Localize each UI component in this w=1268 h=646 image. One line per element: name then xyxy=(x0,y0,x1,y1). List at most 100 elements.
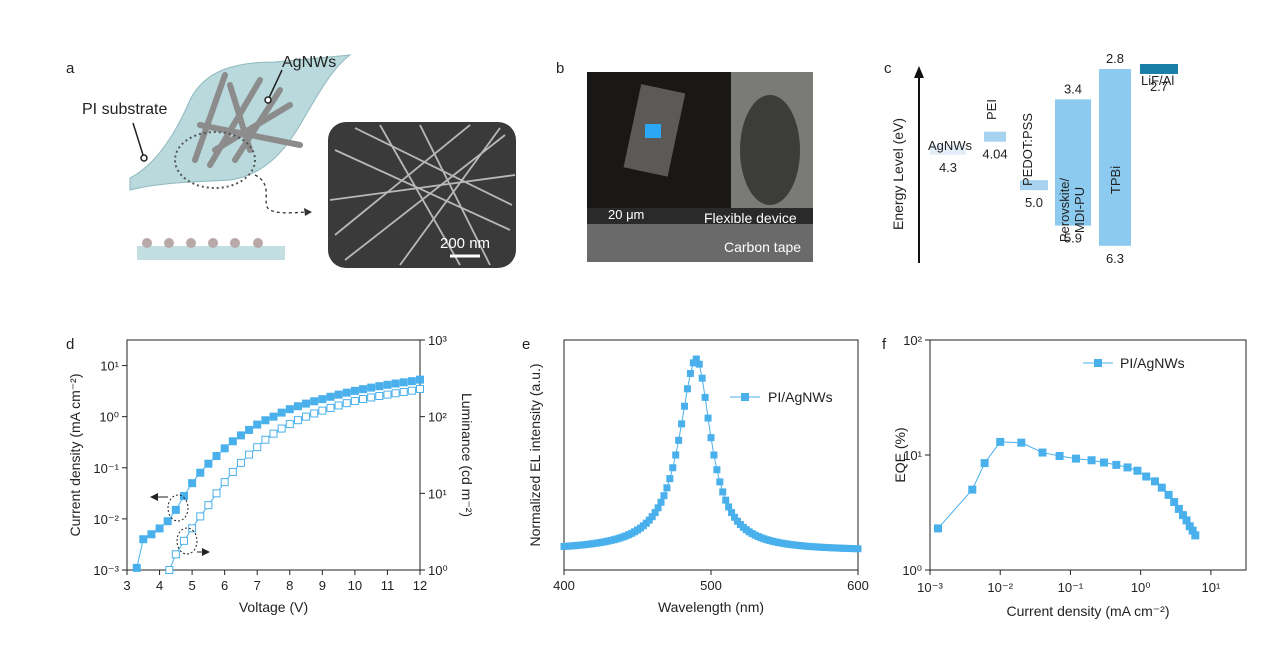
data-point xyxy=(695,360,703,368)
pi-pointer-dot xyxy=(140,154,148,162)
data-point xyxy=(220,478,229,487)
data-point xyxy=(1157,483,1166,492)
data-point xyxy=(253,420,262,429)
y-axis-label: Normalized EL intensity (a.u.) xyxy=(527,363,543,546)
data-point xyxy=(253,443,262,452)
data-point xyxy=(212,489,221,498)
data-point xyxy=(399,387,408,396)
energy-bar-4 xyxy=(1099,69,1131,246)
data-point xyxy=(1133,466,1142,475)
layer-name-tpbi: TPBi xyxy=(1108,166,1123,194)
data-point xyxy=(165,566,174,574)
x-tick-label: 10¹ xyxy=(1201,580,1220,595)
data-point xyxy=(698,374,706,382)
data-point xyxy=(245,425,254,434)
panel-f: f 10⁻³ 10⁻² 10⁻¹ 10⁰ 10¹ 10⁰ 10¹ 10² Current den… xyxy=(882,333,1247,619)
data-point xyxy=(1055,452,1064,461)
data-point xyxy=(326,392,335,401)
layer-name-agnws: AgNWs xyxy=(928,138,973,153)
data-point xyxy=(196,468,205,477)
cross-section-substrate xyxy=(137,246,285,260)
data-point xyxy=(1174,504,1183,513)
zoom-arrow xyxy=(254,174,311,214)
legend-marker xyxy=(741,393,749,401)
data-point xyxy=(318,406,327,415)
data-point xyxy=(310,397,319,406)
annotation-circle-right xyxy=(176,527,198,555)
data-point xyxy=(713,466,721,474)
x-tick-label: 6 xyxy=(221,578,228,593)
data-point xyxy=(1038,448,1047,457)
panel-c-label: c xyxy=(884,60,892,77)
data-point xyxy=(678,420,686,428)
data-point xyxy=(310,409,319,418)
data-point xyxy=(269,429,278,438)
data-point xyxy=(359,385,368,394)
data-point xyxy=(1112,460,1121,469)
data-point xyxy=(163,517,172,526)
data-point xyxy=(710,451,718,459)
x-axis-label: Wavelength (nm) xyxy=(658,599,764,615)
data-point xyxy=(968,485,977,494)
y-axis-label: Current density (mA cm⁻²) xyxy=(67,374,83,537)
data-point xyxy=(1017,438,1026,447)
y2-axis-label: Luminance (cd m⁻²) xyxy=(459,393,475,517)
energy-bar-1 xyxy=(984,131,1006,142)
data-point xyxy=(350,386,359,395)
data-point xyxy=(188,479,197,488)
data-point xyxy=(293,402,302,411)
data-point xyxy=(686,369,694,377)
data-point xyxy=(980,459,989,468)
data-point xyxy=(245,450,254,459)
panel-a: a AgNWs PI substrate xyxy=(66,54,516,268)
data-point xyxy=(236,458,245,467)
data-point xyxy=(147,530,156,539)
data-point xyxy=(996,437,1005,446)
y2-tick-label: 10³ xyxy=(428,333,447,348)
nanowires xyxy=(192,72,303,168)
panel-d: d 3 4 5 6 7 8 9 10 11 12 10⁻³ 10⁻² 10⁻¹ 10⁰ 10¹ 10⁰ 10¹ 1… xyxy=(66,333,475,615)
sem-nanowires xyxy=(329,124,516,266)
data-point xyxy=(416,384,424,393)
data-point xyxy=(716,478,724,486)
data-point xyxy=(375,382,384,391)
data-point xyxy=(367,393,376,402)
data-point xyxy=(683,385,691,393)
x-tick-label: 12 xyxy=(413,578,427,593)
y-tick-label: 10⁻² xyxy=(93,512,119,527)
data-point xyxy=(302,412,311,421)
data-point xyxy=(204,459,213,468)
energy-bottom-value-3: 5.9 xyxy=(1064,231,1082,246)
data-point xyxy=(1099,458,1108,467)
legend-marker xyxy=(1094,359,1102,367)
data-point xyxy=(171,505,180,514)
y-tick-label: 10¹ xyxy=(903,448,922,463)
highlight-ellipse xyxy=(174,131,256,189)
layer-name-pei: PEI xyxy=(984,99,999,120)
data-point xyxy=(666,475,674,483)
flexible-device-layer xyxy=(587,208,813,224)
pi-pointer xyxy=(132,122,145,159)
panel-e-label: e xyxy=(522,336,530,353)
x-axis-label: Current density (mA cm⁻²) xyxy=(1007,603,1170,619)
bent-device-shape xyxy=(740,95,800,205)
x-tick-label: 5 xyxy=(188,578,195,593)
energy-bar-2 xyxy=(1020,180,1048,191)
data-point xyxy=(342,388,351,397)
y2-tick-label: 10⁰ xyxy=(428,563,448,578)
data-point xyxy=(681,402,689,410)
energy-bottom-value-0: 4.3 xyxy=(939,160,957,175)
y2-tick-label: 10² xyxy=(428,410,447,425)
agnws-label: AgNWs xyxy=(282,54,336,71)
flexible-device-label: Flexible device xyxy=(704,210,797,226)
legend-label: PI/AgNWs xyxy=(768,389,833,405)
x-tick-label: 10⁻² xyxy=(987,580,1013,595)
energy-top-value-4: 2.8 xyxy=(1106,51,1124,66)
energy-bar-0 xyxy=(930,144,966,155)
x-tick-label: 10 xyxy=(348,578,362,593)
data-point xyxy=(236,431,245,440)
annotation-arrowhead-left xyxy=(150,493,158,501)
data-point xyxy=(179,492,188,501)
data-point xyxy=(212,451,221,460)
energy-bar-3 xyxy=(1055,99,1091,226)
